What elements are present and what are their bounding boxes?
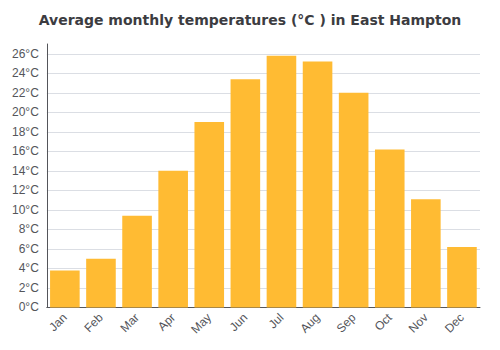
svg-text:Nov: Nov	[406, 311, 431, 336]
svg-text:20°C: 20°C	[12, 105, 39, 119]
svg-text:24°C: 24°C	[12, 66, 39, 80]
svg-text:Oct: Oct	[372, 310, 396, 334]
svg-text:Jan: Jan	[46, 311, 70, 335]
svg-text:12°C: 12°C	[12, 183, 39, 197]
svg-text:2°C: 2°C	[19, 281, 39, 295]
svg-text:8°C: 8°C	[19, 222, 39, 236]
svg-text:0°C: 0°C	[19, 300, 39, 314]
svg-text:Feb: Feb	[81, 310, 106, 335]
svg-text:14°C: 14°C	[12, 164, 39, 178]
svg-text:Mar: Mar	[118, 311, 143, 335]
svg-text:4°C: 4°C	[19, 261, 39, 275]
svg-text:May: May	[188, 311, 214, 337]
svg-text:10°C: 10°C	[12, 203, 39, 217]
svg-text:Jul: Jul	[266, 311, 287, 332]
svg-text:26°C: 26°C	[12, 47, 39, 61]
svg-text:Average monthly temperatures (: Average monthly temperatures (°C ) in Ea…	[39, 12, 462, 28]
svg-text:Aug: Aug	[298, 311, 323, 336]
svg-text:22°C: 22°C	[12, 86, 39, 100]
svg-text:18°C: 18°C	[12, 125, 39, 139]
svg-text:Apr: Apr	[155, 311, 178, 334]
svg-text:6°C: 6°C	[19, 242, 39, 256]
svg-text:Jun: Jun	[227, 311, 251, 335]
svg-text:16°C: 16°C	[12, 144, 39, 158]
svg-text:Dec: Dec	[442, 311, 467, 336]
svg-text:Sep: Sep	[334, 310, 359, 335]
